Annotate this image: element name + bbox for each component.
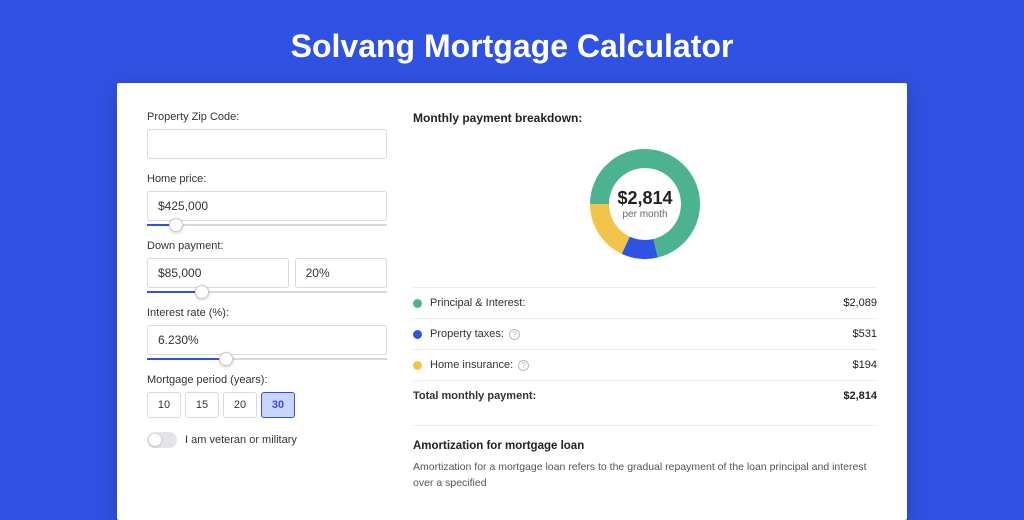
donut-sub: per month — [622, 209, 667, 220]
home-price-slider-thumb[interactable] — [169, 218, 183, 232]
down-payment-amount-input[interactable] — [147, 258, 289, 288]
breakdown-heading: Monthly payment breakdown: — [413, 111, 877, 125]
legend-row-total: Total monthly payment: $2,814 — [413, 380, 877, 411]
veteran-toggle-row: I am veteran or military — [147, 432, 387, 448]
amortization-section: Amortization for mortgage loan Amortizat… — [413, 425, 877, 492]
page-title: Solvang Mortgage Calculator — [0, 0, 1024, 83]
mortgage-period-group: Mortgage period (years): 10 15 20 30 — [147, 374, 387, 418]
zip-label: Property Zip Code: — [147, 111, 387, 123]
down-payment-group: Down payment: — [147, 240, 387, 293]
legend-value-principal: $2,089 — [843, 297, 877, 309]
info-icon[interactable]: ? — [509, 329, 520, 340]
home-price-slider[interactable] — [147, 224, 387, 226]
legend-value-taxes: $531 — [853, 328, 877, 340]
interest-rate-slider-thumb[interactable] — [219, 352, 233, 366]
veteran-toggle-knob — [149, 434, 161, 446]
down-payment-label: Down payment: — [147, 240, 387, 252]
info-icon[interactable]: ? — [518, 360, 529, 371]
legend-label-taxes: Property taxes: ? — [430, 328, 853, 340]
interest-rate-label: Interest rate (%): — [147, 307, 387, 319]
legend-row-taxes: Property taxes: ? $531 — [413, 318, 877, 349]
donut-chart: $2,814 per month — [580, 139, 710, 269]
mortgage-period-label: Mortgage period (years): — [147, 374, 387, 386]
donut-chart-wrap: $2,814 per month — [413, 139, 877, 269]
legend-value-total: $2,814 — [843, 390, 877, 402]
home-price-input[interactable] — [147, 191, 387, 221]
legend-value-insurance: $194 — [853, 359, 877, 371]
legend-dot-insurance — [413, 361, 422, 370]
down-payment-slider-thumb[interactable] — [195, 285, 209, 299]
legend-row-insurance: Home insurance: ? $194 — [413, 349, 877, 380]
breakdown-column: Monthly payment breakdown: $2,814 per mo… — [413, 111, 877, 492]
down-payment-percent-input[interactable] — [295, 258, 387, 288]
mortgage-period-options: 10 15 20 30 — [147, 392, 387, 418]
legend-label-insurance: Home insurance: ? — [430, 359, 853, 371]
period-option-30[interactable]: 30 — [261, 392, 295, 418]
amortization-title: Amortization for mortgage loan — [413, 440, 877, 452]
legend-dot-principal — [413, 299, 422, 308]
zip-field-group: Property Zip Code: — [147, 111, 387, 159]
donut-amount: $2,814 — [617, 188, 672, 209]
legend-dot-taxes — [413, 330, 422, 339]
zip-input[interactable] — [147, 129, 387, 159]
veteran-toggle-label: I am veteran or military — [185, 434, 297, 446]
home-price-label: Home price: — [147, 173, 387, 185]
down-payment-slider[interactable] — [147, 291, 387, 293]
amortization-text: Amortization for a mortgage loan refers … — [413, 460, 877, 492]
interest-rate-slider[interactable] — [147, 358, 387, 360]
period-option-10[interactable]: 10 — [147, 392, 181, 418]
donut-center: $2,814 per month — [580, 139, 710, 269]
home-price-group: Home price: — [147, 173, 387, 226]
period-option-20[interactable]: 20 — [223, 392, 257, 418]
legend-label-principal: Principal & Interest: — [430, 297, 843, 309]
interest-rate-group: Interest rate (%): — [147, 307, 387, 360]
form-column: Property Zip Code: Home price: Down paym… — [147, 111, 387, 492]
period-option-15[interactable]: 15 — [185, 392, 219, 418]
interest-rate-input[interactable] — [147, 325, 387, 355]
calculator-card: Property Zip Code: Home price: Down paym… — [117, 83, 907, 520]
legend-row-principal: Principal & Interest: $2,089 — [413, 287, 877, 318]
legend-label-total: Total monthly payment: — [413, 390, 843, 402]
veteran-toggle[interactable] — [147, 432, 177, 448]
